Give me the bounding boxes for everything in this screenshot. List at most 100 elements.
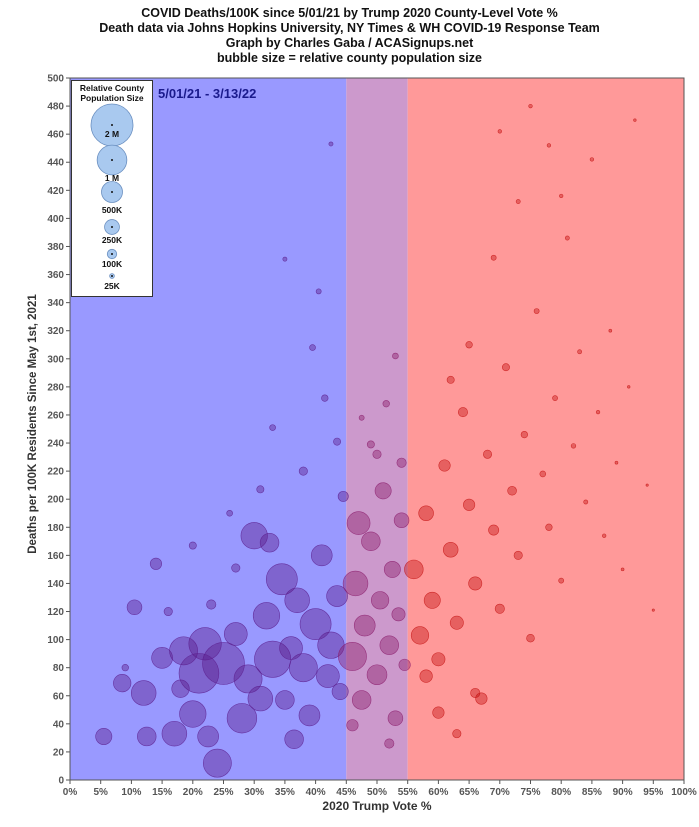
county-bubble [404,559,424,580]
x-tick-label: 60% [428,787,448,798]
x-tick-label: 70% [490,787,510,798]
county-bubble [507,486,517,496]
y-axis-title: Deaths per 100K Residents Since May 1st,… [27,294,39,554]
county-bubble [284,587,310,614]
county-bubble [419,669,433,683]
county-bubble [298,466,308,476]
x-tick-label: 15% [152,787,172,798]
county-bubble [570,443,577,449]
county-bubble [256,485,265,494]
county-bubble [577,349,583,355]
county-bubble [392,352,399,360]
y-tick-label: 480 [47,102,64,113]
county-bubble [309,344,316,351]
x-tick-label: 25% [213,787,233,798]
county-bubble [468,576,483,591]
chart-subtitle-credit: Graph by Charles Gaba / ACASignups.net [225,36,474,50]
y-tick-label: 140 [47,579,64,590]
county-bubble [328,141,334,147]
legend-bubble-center [111,124,113,126]
county-bubble [396,457,407,468]
legend-title-line2: Population Size [80,93,144,103]
county-bubble [331,683,349,700]
y-tick-label: 100 [47,635,64,646]
county-bubble [338,642,367,671]
chart-title: COVID Deaths/100K since 5/01/21 by Trump… [141,6,558,20]
county-bubble [259,533,280,553]
x-tick-label: 90% [613,787,633,798]
county-bubble [226,509,233,517]
bubbles [95,103,655,778]
legend-label-100k: 100K [101,259,123,269]
county-bubble [490,254,497,261]
county-bubble [651,608,655,612]
vote-bands [70,78,684,780]
county-bubble [284,729,304,749]
y-tick-label: 0 [58,776,64,787]
county-bubble [163,607,173,617]
x-tick-label: 0% [63,787,78,798]
county-bubble [95,728,113,745]
county-bubble [333,437,342,446]
county-bubble [358,414,365,421]
county-bubble [326,585,348,607]
x-tick-label: 80% [551,787,571,798]
y-tick-label: 120 [47,607,64,618]
county-bubble [546,143,552,148]
legend-title: Relative County Population Size [72,83,152,103]
county-bubble [528,103,533,109]
county-bubble [423,591,441,609]
county-bubble [488,524,500,536]
y-tick-label: 500 [47,74,64,85]
county-bubble [346,719,359,732]
county-bubble [282,256,288,262]
county-bubble [438,459,451,472]
x-tick-label: 45% [336,787,356,798]
county-bubble [316,664,340,688]
county-bubble [231,563,241,573]
x-tick-label: 20% [183,787,203,798]
county-bubble [372,449,382,459]
county-bubble [515,199,521,204]
county-bubble [465,341,473,349]
county-bubble [614,460,619,465]
county-bubble [475,692,488,705]
county-bubble [410,626,430,645]
x-tick-label: 85% [582,787,602,798]
y-tick-label: 40 [53,719,65,730]
county-bubble [583,499,589,505]
county-bubble [497,129,502,134]
county-bubble [533,308,540,314]
x-tick-label: 100% [671,787,697,798]
vote-band-2 [407,78,684,780]
y-tick-label: 160 [47,551,64,562]
county-bubble [113,674,132,693]
county-bubble [366,664,388,685]
county-bubble [620,567,625,572]
x-tick-label: 10% [121,787,141,798]
county-bubble [432,706,445,719]
county-bubble [178,653,220,694]
county-bubble [346,511,371,535]
county-bubble [223,622,248,646]
county-bubble [351,690,372,710]
x-tick-label: 55% [398,787,418,798]
y-tick-label: 260 [47,410,64,421]
county-bubble [633,118,637,122]
county-bubble [315,288,322,295]
legend-label-500k: 500K [101,205,123,215]
county-bubble [470,687,481,698]
county-bubble [384,738,395,749]
y-tick-label: 340 [47,298,64,309]
y-tick-label: 380 [47,242,64,253]
y-tick-label: 200 [47,495,64,506]
county-bubble [608,328,613,333]
county-bubble [627,385,631,389]
county-bubble [552,395,558,401]
county-bubble [559,193,564,199]
population-legend: Relative County Population Size 2 M 1 M … [71,80,153,297]
county-bubble [202,748,232,778]
county-bubble [398,658,411,671]
county-bubble [494,603,505,614]
county-bubble [463,498,476,511]
